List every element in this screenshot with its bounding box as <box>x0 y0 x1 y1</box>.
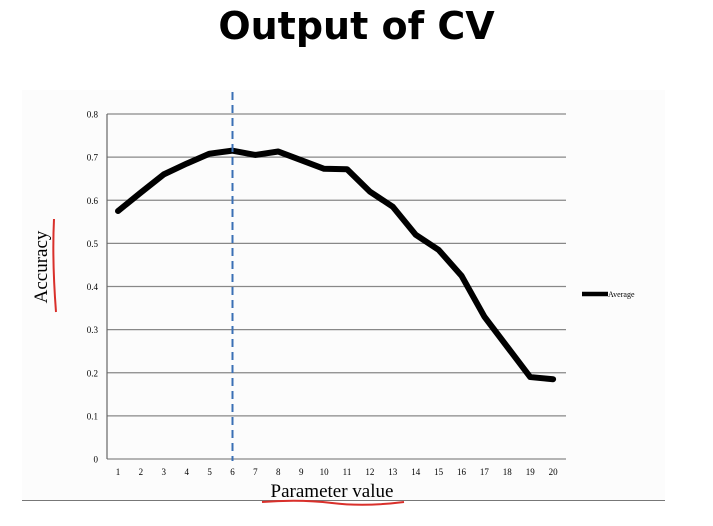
y-tick-label: 0.8 <box>87 110 99 120</box>
gridlines <box>107 113 566 460</box>
labels: 00.10.20.30.40.50.60.70.81 2 3 4 5 6 7 8 9 10 11 12… <box>31 110 559 506</box>
y-axis-title: Accuracy <box>31 230 52 303</box>
y-tick-label: 0.2 <box>87 368 98 378</box>
x-tick-label: 5 <box>207 467 212 477</box>
y-tick-label: 0.5 <box>87 239 99 249</box>
series-line-average <box>115 147 557 383</box>
slide-title: Output of CV <box>218 4 495 48</box>
x-tick-label: 3 <box>162 467 167 477</box>
x-tick-label: 14 <box>411 467 421 477</box>
x-tick-label: 17 <box>480 467 490 477</box>
x-tick-label: 4 <box>184 467 189 477</box>
series-layer <box>115 147 557 383</box>
y-tick-label: 0.3 <box>87 325 99 335</box>
x-tick-label: 8 <box>276 467 281 477</box>
x-tick-label: 15 <box>434 467 444 477</box>
x-tick-label: 18 <box>503 467 513 477</box>
x-tick-label: 9 <box>299 467 304 477</box>
x-axis-title-underline <box>261 499 405 506</box>
y-tick-label: 0.6 <box>87 196 99 206</box>
x-tick-label: 16 <box>457 467 467 477</box>
x-tick-label: 7 <box>253 467 258 477</box>
y-tick-label: 0 <box>94 455 99 465</box>
x-tick-label: 12 <box>365 467 374 477</box>
legend: Average <box>582 290 635 299</box>
y-axis-title-underline <box>52 218 57 313</box>
y-tick-label: 0.4 <box>87 282 99 292</box>
x-tick-label: 19 <box>526 467 536 477</box>
y-tick-label: 0.1 <box>87 411 98 421</box>
x-tick-label: 20 <box>549 467 559 477</box>
x-axis-title: Parameter value <box>271 481 394 502</box>
y-tick-label: 0.7 <box>87 153 99 163</box>
x-tick-label: 11 <box>343 467 352 477</box>
legend-label: Average <box>608 290 635 299</box>
chart-panel <box>22 90 665 501</box>
x-tick-label: 2 <box>139 467 144 477</box>
x-tick-label: 10 <box>320 467 330 477</box>
x-tick-label: 13 <box>388 467 398 477</box>
x-tick-label: 1 <box>116 467 121 477</box>
x-tick-label: 6 <box>230 467 235 477</box>
